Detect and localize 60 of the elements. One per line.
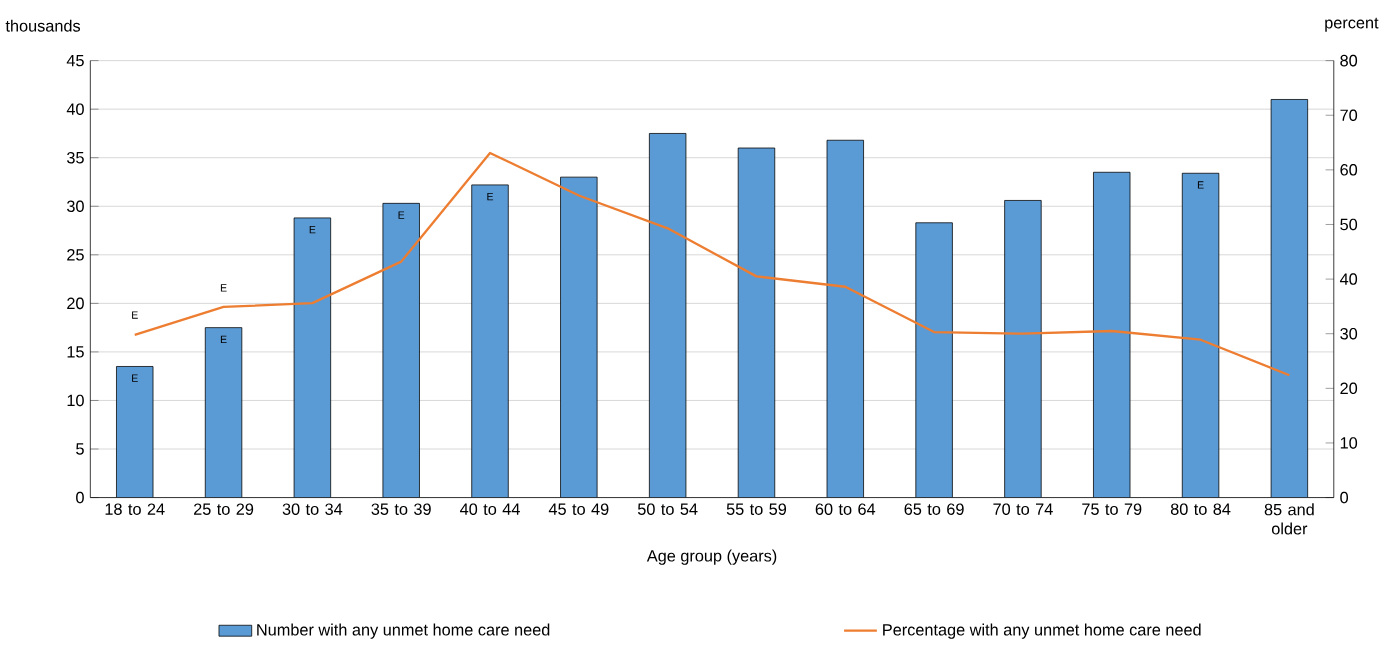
y2-tick-label: 10 [1340, 437, 1358, 449]
bar [1270, 99, 1309, 498]
y-tick-label: 20 [67, 297, 84, 310]
annotation: E [1197, 181, 1204, 189]
bar [826, 140, 864, 498]
x-tick-label: 80 to 84 [1170, 503, 1231, 516]
bar [471, 184, 509, 498]
bar [382, 203, 420, 498]
x-tick-label: 70 to 74 [993, 503, 1053, 516]
y2-tick-label: 50 [1340, 218, 1358, 231]
x-tick-label: 18 to 24 [105, 503, 165, 516]
y-tick-label: 45 [66, 55, 84, 67]
x-tick-label: 45 to 49 [548, 503, 609, 516]
y-tick-label: 25 [67, 249, 84, 261]
x-tick-label: 50 to 54 [637, 503, 698, 516]
y2-tick-label: 0 [1340, 492, 1349, 504]
y2-axis-title: percent [1325, 18, 1379, 32]
y2-tick-label: 40 [1339, 273, 1358, 286]
y-tick-label: 40 [66, 103, 84, 116]
x-tick-label: 35 to 39 [371, 503, 431, 516]
bar [116, 366, 154, 498]
bar [648, 133, 687, 498]
annotation: E [132, 311, 138, 319]
x-tick-label: 85 and older [1264, 503, 1314, 535]
y-tick-label: 35 [67, 152, 84, 164]
y2-tick-label: 70 [1340, 109, 1358, 122]
annotation: E [220, 284, 227, 292]
bar [293, 217, 332, 498]
y2-tick-label: 30 [1340, 328, 1358, 340]
x-tick-label: 65 to 69 [904, 503, 964, 516]
legend-label: Number with any unmet home care need [257, 623, 550, 639]
y-axis-title: thousands [5, 19, 81, 32]
bar [1093, 172, 1131, 498]
bar [1181, 173, 1220, 498]
bar [915, 222, 953, 498]
annotation: E [309, 226, 316, 234]
bar [560, 176, 598, 498]
y2-tick-label: 60 [1340, 164, 1358, 176]
y2-tick-label: 80 [1340, 55, 1358, 67]
x-tick-label: 55 to 59 [726, 503, 787, 516]
x-axis-title: Age group (years) [646, 549, 777, 566]
y-tick-label: 0 [76, 492, 84, 504]
y2-tick-label: 20 [1340, 382, 1358, 395]
annotation: E [220, 335, 227, 344]
legend-label: Percentage with any unmet home care need [883, 623, 1201, 639]
x-tick-label: 40 to 44 [460, 503, 520, 516]
annotation: E [487, 193, 494, 201]
x-tick-label: 75 to 79 [1082, 503, 1142, 516]
bar [204, 327, 243, 498]
bar [737, 147, 776, 498]
x-tick-label: 60 to 64 [815, 503, 876, 516]
annotation: E [398, 211, 405, 219]
x-tick-label: 25 to 29 [194, 503, 254, 516]
annotation: E [132, 374, 138, 383]
x-tick-label: 30 to 34 [282, 503, 343, 516]
y-tick-label: 5 [76, 443, 84, 455]
y-tick-label: 30 [67, 200, 84, 213]
y-tick-label: 15 [67, 346, 84, 358]
bar [1004, 200, 1042, 498]
y-tick-label: 10 [67, 394, 84, 407]
